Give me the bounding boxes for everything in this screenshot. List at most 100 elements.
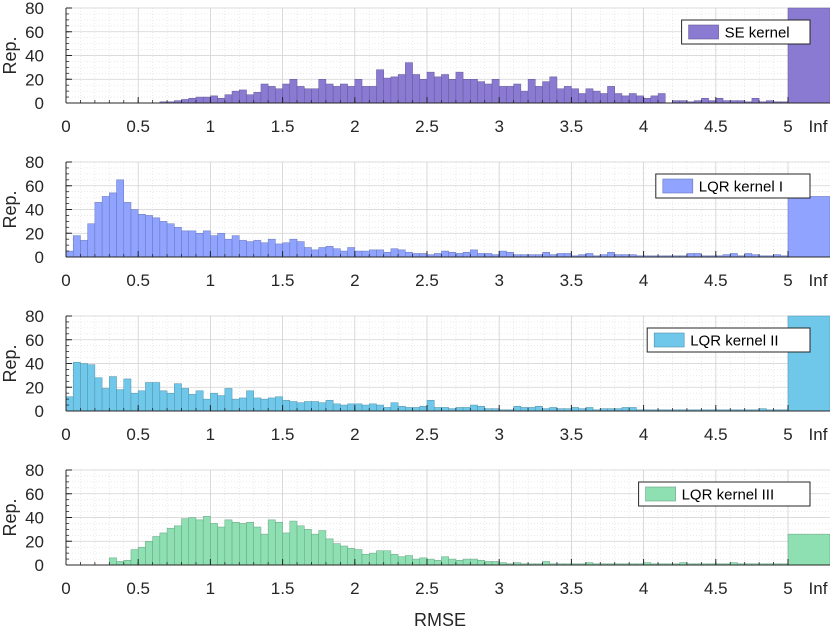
bar <box>397 406 406 412</box>
y-tick-label: 20 <box>25 532 44 551</box>
bar <box>282 532 291 566</box>
legend: SE kernel <box>681 19 811 45</box>
bar <box>231 90 240 104</box>
x-tick-label: 2 <box>350 579 359 598</box>
y-tick-label: 60 <box>25 177 44 196</box>
bar <box>181 388 189 412</box>
x-tick-label: 1.5 <box>271 117 295 136</box>
bar <box>433 253 442 258</box>
bar <box>260 398 269 412</box>
bar <box>174 227 182 258</box>
bar <box>628 93 637 104</box>
bar <box>354 250 363 258</box>
x-tick-label: 2.5 <box>415 271 439 290</box>
x-tick-label: 0.5 <box>126 425 150 444</box>
bar <box>361 554 370 566</box>
bar <box>376 69 384 104</box>
bar <box>433 407 442 412</box>
bar <box>289 520 298 566</box>
bar <box>498 86 507 104</box>
bar <box>311 249 319 258</box>
bar <box>318 79 327 104</box>
bar <box>267 86 276 104</box>
x-tick-label: Inf <box>809 117 828 136</box>
panel-2: 0 20 40 60 80 0 0.5 1 1.5 2 2.5 3 3.5 4 4.5 5 Inf Rep. LQR… <box>0 153 830 290</box>
bar <box>195 390 204 412</box>
bar <box>426 71 435 104</box>
bar <box>116 179 125 258</box>
bar <box>282 400 291 412</box>
bar <box>506 86 514 104</box>
bar <box>217 526 226 566</box>
bar <box>368 403 377 412</box>
bar <box>202 398 211 412</box>
bar <box>304 529 312 566</box>
bar <box>563 253 572 258</box>
x-tick-label: 3 <box>494 271 503 290</box>
y-tick-label: 80 <box>25 153 44 172</box>
bar <box>441 250 449 258</box>
bar <box>325 246 334 258</box>
y-tick-label: 60 <box>25 23 44 42</box>
x-tick-label: 4.5 <box>704 117 728 136</box>
bar <box>246 241 254 258</box>
x-tick-label: 2.5 <box>415 425 439 444</box>
bar <box>636 95 644 104</box>
bar <box>282 83 291 104</box>
y-tick-label: 0 <box>35 556 44 575</box>
x-tick-label: 1.5 <box>271 425 295 444</box>
bar <box>361 86 370 104</box>
legend-label: LQR kernel III <box>682 487 775 504</box>
x-tick-label: 3.5 <box>560 271 584 290</box>
bar <box>123 202 132 258</box>
bar <box>383 252 392 258</box>
bar <box>470 404 478 412</box>
bar <box>412 74 421 104</box>
bar <box>304 401 312 412</box>
x-tick-label: 3 <box>494 425 503 444</box>
x-axis-title: RMSE <box>414 610 466 630</box>
bar <box>419 557 428 566</box>
bar <box>556 253 565 258</box>
bar <box>195 519 204 566</box>
bar <box>693 253 702 258</box>
bar <box>80 240 88 258</box>
x-tick-label: 1 <box>206 579 215 598</box>
bar <box>477 560 486 566</box>
legend-label: SE kernel <box>725 25 790 42</box>
x-tick-label: 1.5 <box>271 579 295 598</box>
bar <box>224 94 233 104</box>
bar <box>715 98 724 104</box>
bar <box>506 252 514 258</box>
bar <box>296 241 305 258</box>
bar <box>419 79 428 104</box>
bar <box>275 243 283 258</box>
bar <box>65 250 74 258</box>
bar <box>470 79 478 104</box>
bar <box>520 90 529 104</box>
bar <box>491 79 500 104</box>
bar <box>311 401 319 412</box>
bar <box>332 86 341 104</box>
bar <box>578 93 587 104</box>
bar <box>188 394 197 412</box>
bar <box>571 88 579 104</box>
x-tick-label: 4.5 <box>704 425 728 444</box>
bar <box>390 76 399 104</box>
x-tick-label: 5 <box>783 425 792 444</box>
bar <box>354 79 363 104</box>
bar <box>145 215 153 258</box>
bar <box>571 407 579 412</box>
bar <box>130 392 139 412</box>
bar <box>145 382 153 412</box>
bar <box>325 400 334 412</box>
bar <box>462 407 471 412</box>
bar <box>354 403 363 412</box>
x-tick-label: 3.5 <box>560 117 584 136</box>
bar <box>368 86 377 104</box>
bar <box>325 538 334 566</box>
bar <box>101 388 110 412</box>
bar <box>217 233 226 258</box>
bar <box>239 89 247 104</box>
